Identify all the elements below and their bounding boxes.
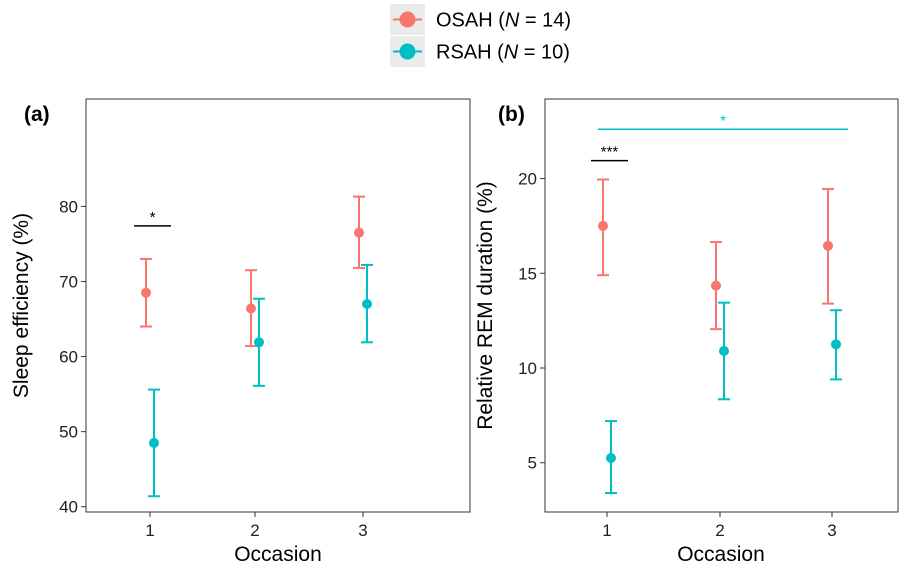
panel-b-y-title: Relative REM duration (%) xyxy=(474,181,497,430)
panel-b-osah-mean-point xyxy=(598,220,608,231)
panel-b-y-tick-label: 15 xyxy=(518,264,537,283)
panel-b-y-tick-label: 10 xyxy=(518,359,537,378)
panel-a-y-tick-label: 80 xyxy=(59,197,78,216)
panel-b-y-tick-label: 20 xyxy=(518,170,537,189)
panel-a-label: (a) xyxy=(24,103,50,126)
legend: OSAH (N = 14) RSAH (N = 10) xyxy=(390,4,571,67)
panel-b-annotations: **** xyxy=(591,112,848,162)
panel-a-x-tick-label: 1 xyxy=(145,521,154,540)
panel-b-rsah-mean-point xyxy=(719,345,729,356)
panel-b-rsah-mean-point xyxy=(606,453,616,464)
panel-a: (a) 40 50 60 70 80 1 2 3 * Occasion Sleep effi… xyxy=(10,98,471,566)
panel-b-x-tick-label: 3 xyxy=(827,521,836,540)
panel-a-y-tick-label: 50 xyxy=(59,423,78,442)
legend-label-osah: OSAH (N = 14) xyxy=(436,10,571,32)
panel-b-rsah-mean-point xyxy=(831,339,841,350)
panel-a-plot-area xyxy=(85,98,471,513)
panel-a-x-tick-label: 3 xyxy=(358,521,367,540)
panel-b-label: (b) xyxy=(498,103,525,126)
panel-a-rsah-mean-point xyxy=(362,298,372,309)
panel-a-y-ticks: 40 50 60 70 80 xyxy=(59,197,86,517)
panel-a-osah-mean-point xyxy=(246,303,256,314)
panel-a-osah-mean-point xyxy=(354,227,364,238)
panel-b-y-ticks: 5 10 15 20 xyxy=(518,170,545,473)
panel-b-marks xyxy=(597,178,842,495)
panel-a-y-tick-label: 40 xyxy=(59,498,78,517)
panel-a-y-tick-label: 70 xyxy=(59,272,78,291)
panel-a-marks xyxy=(140,195,373,498)
panel-a-x-tick-label: 2 xyxy=(250,521,259,540)
panel-a-significance-label: * xyxy=(150,209,156,226)
panel-a-rsah-mean-point xyxy=(149,437,159,448)
legend-key-point-rsah xyxy=(399,43,416,60)
panel-b-x-ticks: 1 2 3 xyxy=(602,512,837,540)
panel-b-osah-mean-point xyxy=(711,280,721,291)
legend-label-rsah: RSAH (N = 10) xyxy=(436,42,570,64)
panel-a-osah-mean-point xyxy=(141,287,151,298)
panel-a-rsah-mean-point xyxy=(254,337,264,348)
panel-b-significance-label: *** xyxy=(601,144,619,161)
panel-a-y-tick-label: 60 xyxy=(59,348,78,367)
legend-key-point-osah xyxy=(399,11,416,28)
panel-a-y-title: Sleep efficiency (%) xyxy=(10,213,33,398)
panel-b-x-title: Occasion xyxy=(677,543,765,566)
panel-b-x-tick-label: 1 xyxy=(602,521,611,540)
panel-b-y-tick-label: 5 xyxy=(528,454,537,473)
panel-b-plot-area xyxy=(544,98,899,513)
panel-a-x-title: Occasion xyxy=(234,543,322,566)
panel-a-annotations: * xyxy=(134,209,171,227)
panel-b-significance-label: * xyxy=(720,112,726,129)
panel-b-x-tick-label: 2 xyxy=(715,521,724,540)
panel-b-osah-mean-point xyxy=(823,240,833,251)
panel-a-x-ticks: 1 2 3 xyxy=(145,512,368,540)
